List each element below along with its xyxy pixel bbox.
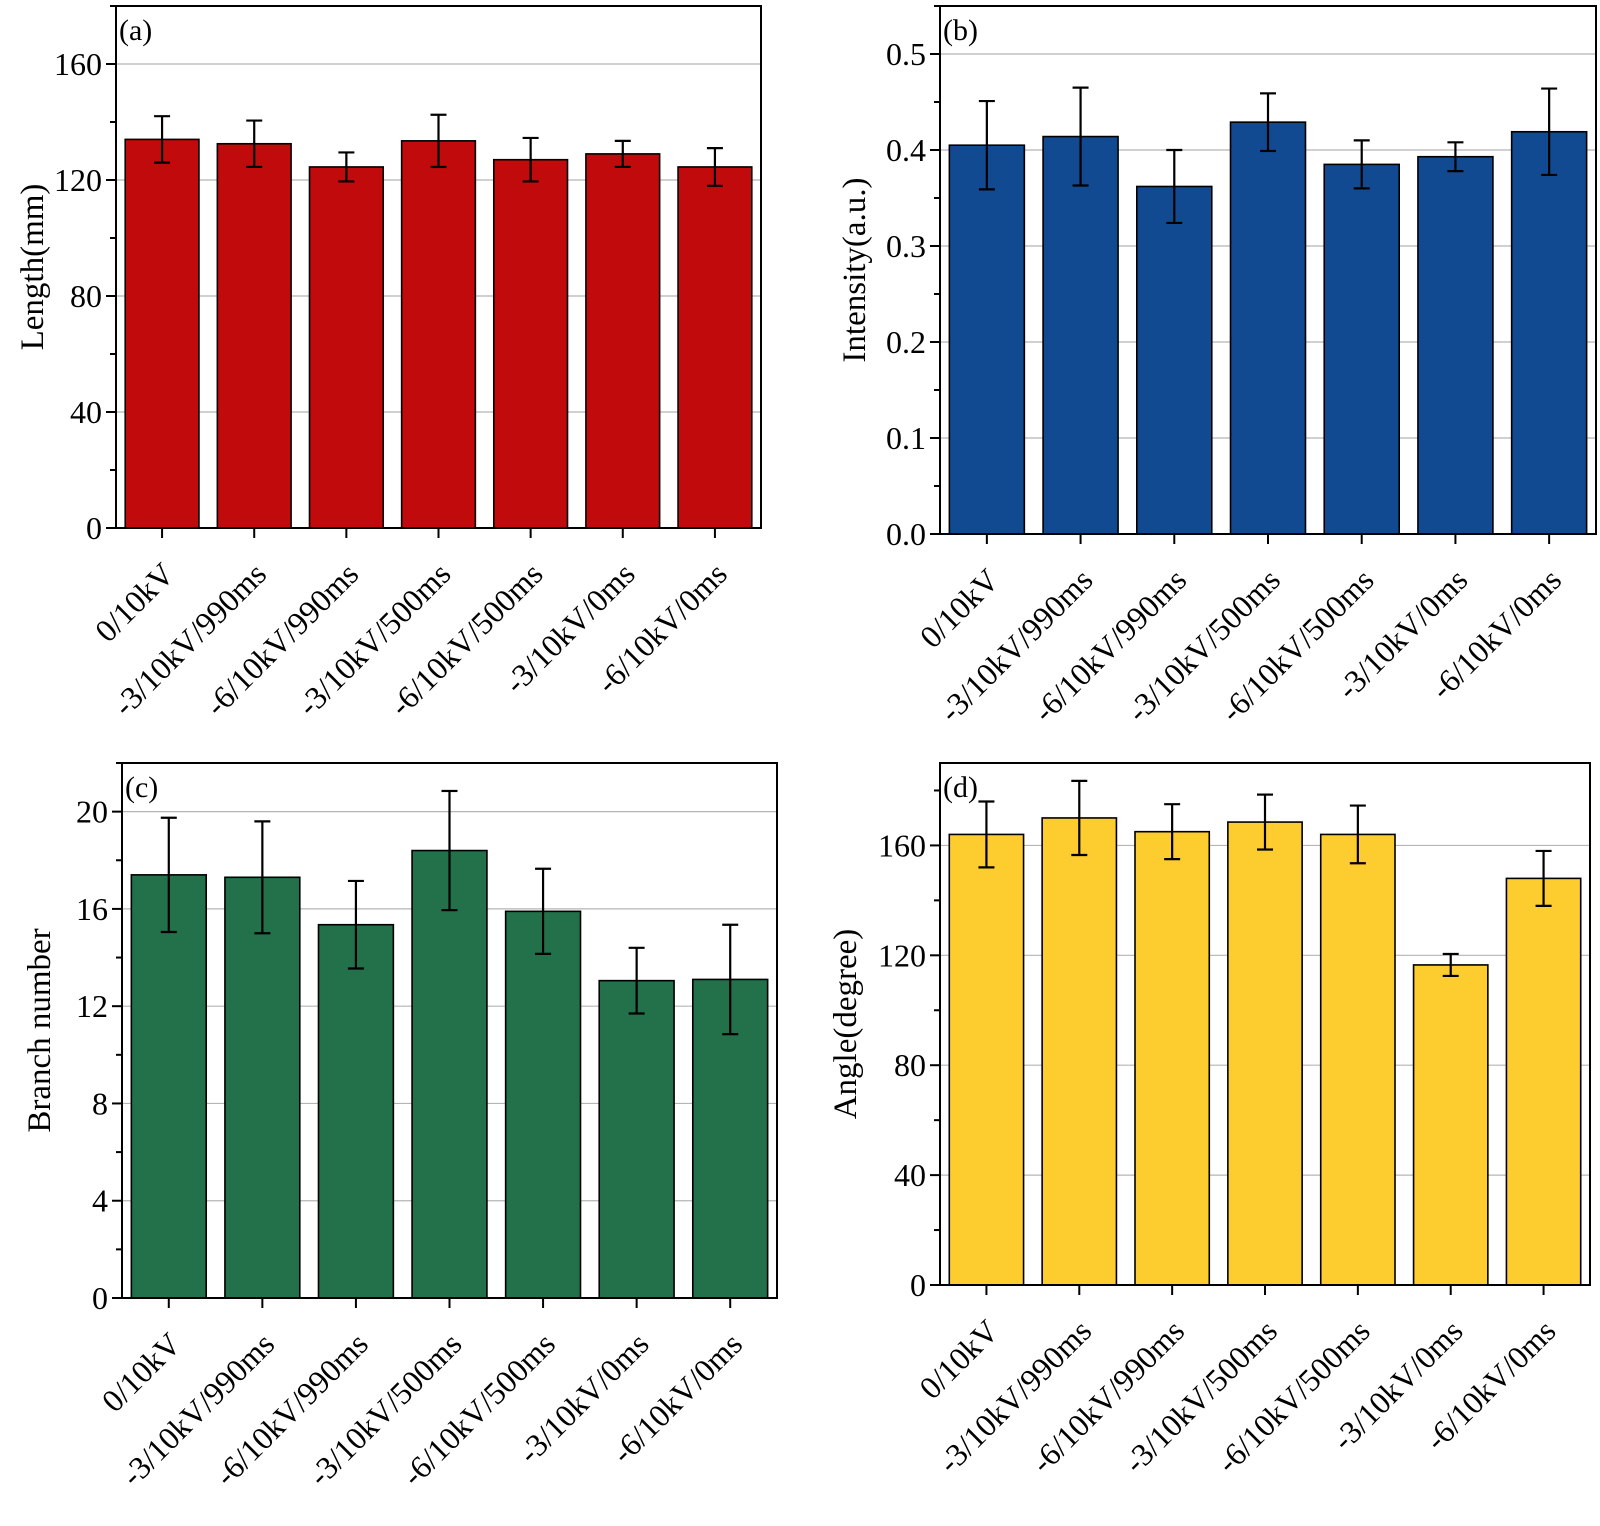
x-tick-label: 0/10kV xyxy=(912,1312,1005,1405)
bar xyxy=(1417,155,1494,535)
error-bar xyxy=(706,147,723,187)
error-bar xyxy=(1541,87,1558,177)
error-bar xyxy=(246,119,263,169)
bar xyxy=(598,979,675,1299)
y-tick-label: 0.3 xyxy=(886,228,926,264)
y-tick-label: 0.4 xyxy=(886,132,926,168)
error-bar xyxy=(1535,849,1552,907)
bar xyxy=(492,158,569,529)
error-bar xyxy=(254,820,271,935)
error-bar xyxy=(1442,952,1459,978)
y-tick-label: 16 xyxy=(76,891,108,927)
y-tick-label: 20 xyxy=(76,794,108,830)
chart-panel-b: 0/10kV-3/10kV/990ms-6/10kV/990ms-3/10kV/… xyxy=(837,5,1597,729)
bar xyxy=(400,140,477,529)
y-axis-title: Length(mm) xyxy=(15,184,51,351)
bar xyxy=(308,166,385,529)
chart-panel-d: 0/10kV-3/10kV/990ms-6/10kV/990ms-3/10kV/… xyxy=(828,762,1591,1480)
y-tick-label: 0.2 xyxy=(886,324,926,360)
bar xyxy=(317,923,395,1299)
y-tick-label: 0 xyxy=(86,510,102,546)
error-bar xyxy=(1447,141,1464,173)
bar xyxy=(1136,185,1213,535)
bar xyxy=(1505,877,1582,1286)
error-bar xyxy=(154,115,171,164)
error-bar xyxy=(1072,86,1089,187)
error-bar xyxy=(614,139,631,169)
bar xyxy=(124,138,200,529)
y-tick-label: 160 xyxy=(54,46,102,82)
error-bar xyxy=(535,867,552,955)
y-tick-label: 40 xyxy=(894,1157,926,1193)
y-tick-label: 160 xyxy=(878,827,926,863)
error-bar xyxy=(347,879,364,970)
bar xyxy=(1227,821,1303,1286)
bar xyxy=(504,910,582,1299)
error-bar xyxy=(1349,804,1366,865)
plot-frame xyxy=(939,5,1597,535)
plot-frame xyxy=(121,762,778,1299)
y-tick-label: 120 xyxy=(878,937,926,973)
panel-label: (d) xyxy=(943,771,978,804)
error-bar xyxy=(628,946,645,1015)
y-tick-label: 8 xyxy=(92,1085,108,1121)
bar xyxy=(677,166,753,529)
bar xyxy=(411,849,488,1299)
plot-frame xyxy=(939,762,1591,1286)
chart-panel-c: 0/10kV-3/10kV/990ms-6/10kV/990ms-3/10kV/… xyxy=(22,762,778,1493)
panel-label: (c) xyxy=(125,771,158,804)
y-tick-label: 0.0 xyxy=(886,516,926,552)
panel-label: (a) xyxy=(119,14,152,47)
bar xyxy=(948,144,1026,535)
bar xyxy=(1134,830,1211,1286)
error-bar xyxy=(1353,139,1370,190)
error-bar xyxy=(978,99,995,191)
bar xyxy=(216,142,292,529)
bar xyxy=(130,874,208,1299)
error-bar xyxy=(722,923,739,1036)
y-tick-label: 0.1 xyxy=(886,420,926,456)
y-axis-title: Branch number xyxy=(22,928,58,1132)
y-axis-title: Intensity(a.u.) xyxy=(837,177,873,362)
y-tick-label: 0 xyxy=(910,1267,926,1303)
y-tick-label: 120 xyxy=(54,162,102,198)
error-bar xyxy=(1166,148,1183,225)
error-bar xyxy=(338,151,355,183)
error-bar xyxy=(160,816,177,934)
panel-label: (b) xyxy=(943,14,978,47)
y-tick-label: 80 xyxy=(894,1047,926,1083)
x-tick-label: 0/10kV xyxy=(94,1325,187,1418)
error-bar xyxy=(1071,779,1088,857)
bar xyxy=(1412,964,1489,1286)
error-bar xyxy=(1257,793,1273,851)
bar xyxy=(585,153,661,529)
y-tick-label: 0 xyxy=(92,1280,108,1316)
chart-panel-a: 0/10kV-3/10kV/990ms-6/10kV/990ms-3/10kV/… xyxy=(15,5,762,723)
bar xyxy=(948,833,1025,1286)
error-bar xyxy=(441,789,458,912)
error-bar xyxy=(1164,803,1181,861)
y-tick-label: 4 xyxy=(92,1183,108,1219)
y-tick-label: 80 xyxy=(70,278,102,314)
error-bar xyxy=(1260,92,1276,153)
error-bar xyxy=(430,113,447,169)
error-bar xyxy=(978,800,995,869)
x-tick-label: 0/10kV xyxy=(912,561,1005,654)
error-bar xyxy=(522,136,539,183)
plot-frame xyxy=(115,5,762,529)
bar xyxy=(1042,135,1119,535)
bar xyxy=(1229,121,1307,535)
y-tick-label: 40 xyxy=(70,394,102,430)
y-tick-label: 12 xyxy=(76,988,108,1024)
y-tick-label: 0.5 xyxy=(886,36,926,72)
bar xyxy=(1510,130,1588,535)
bar xyxy=(224,876,301,1299)
bar xyxy=(1319,833,1396,1286)
bar xyxy=(1041,817,1118,1286)
y-axis-title: Angle(degree) xyxy=(828,929,864,1120)
bar xyxy=(1323,163,1400,535)
